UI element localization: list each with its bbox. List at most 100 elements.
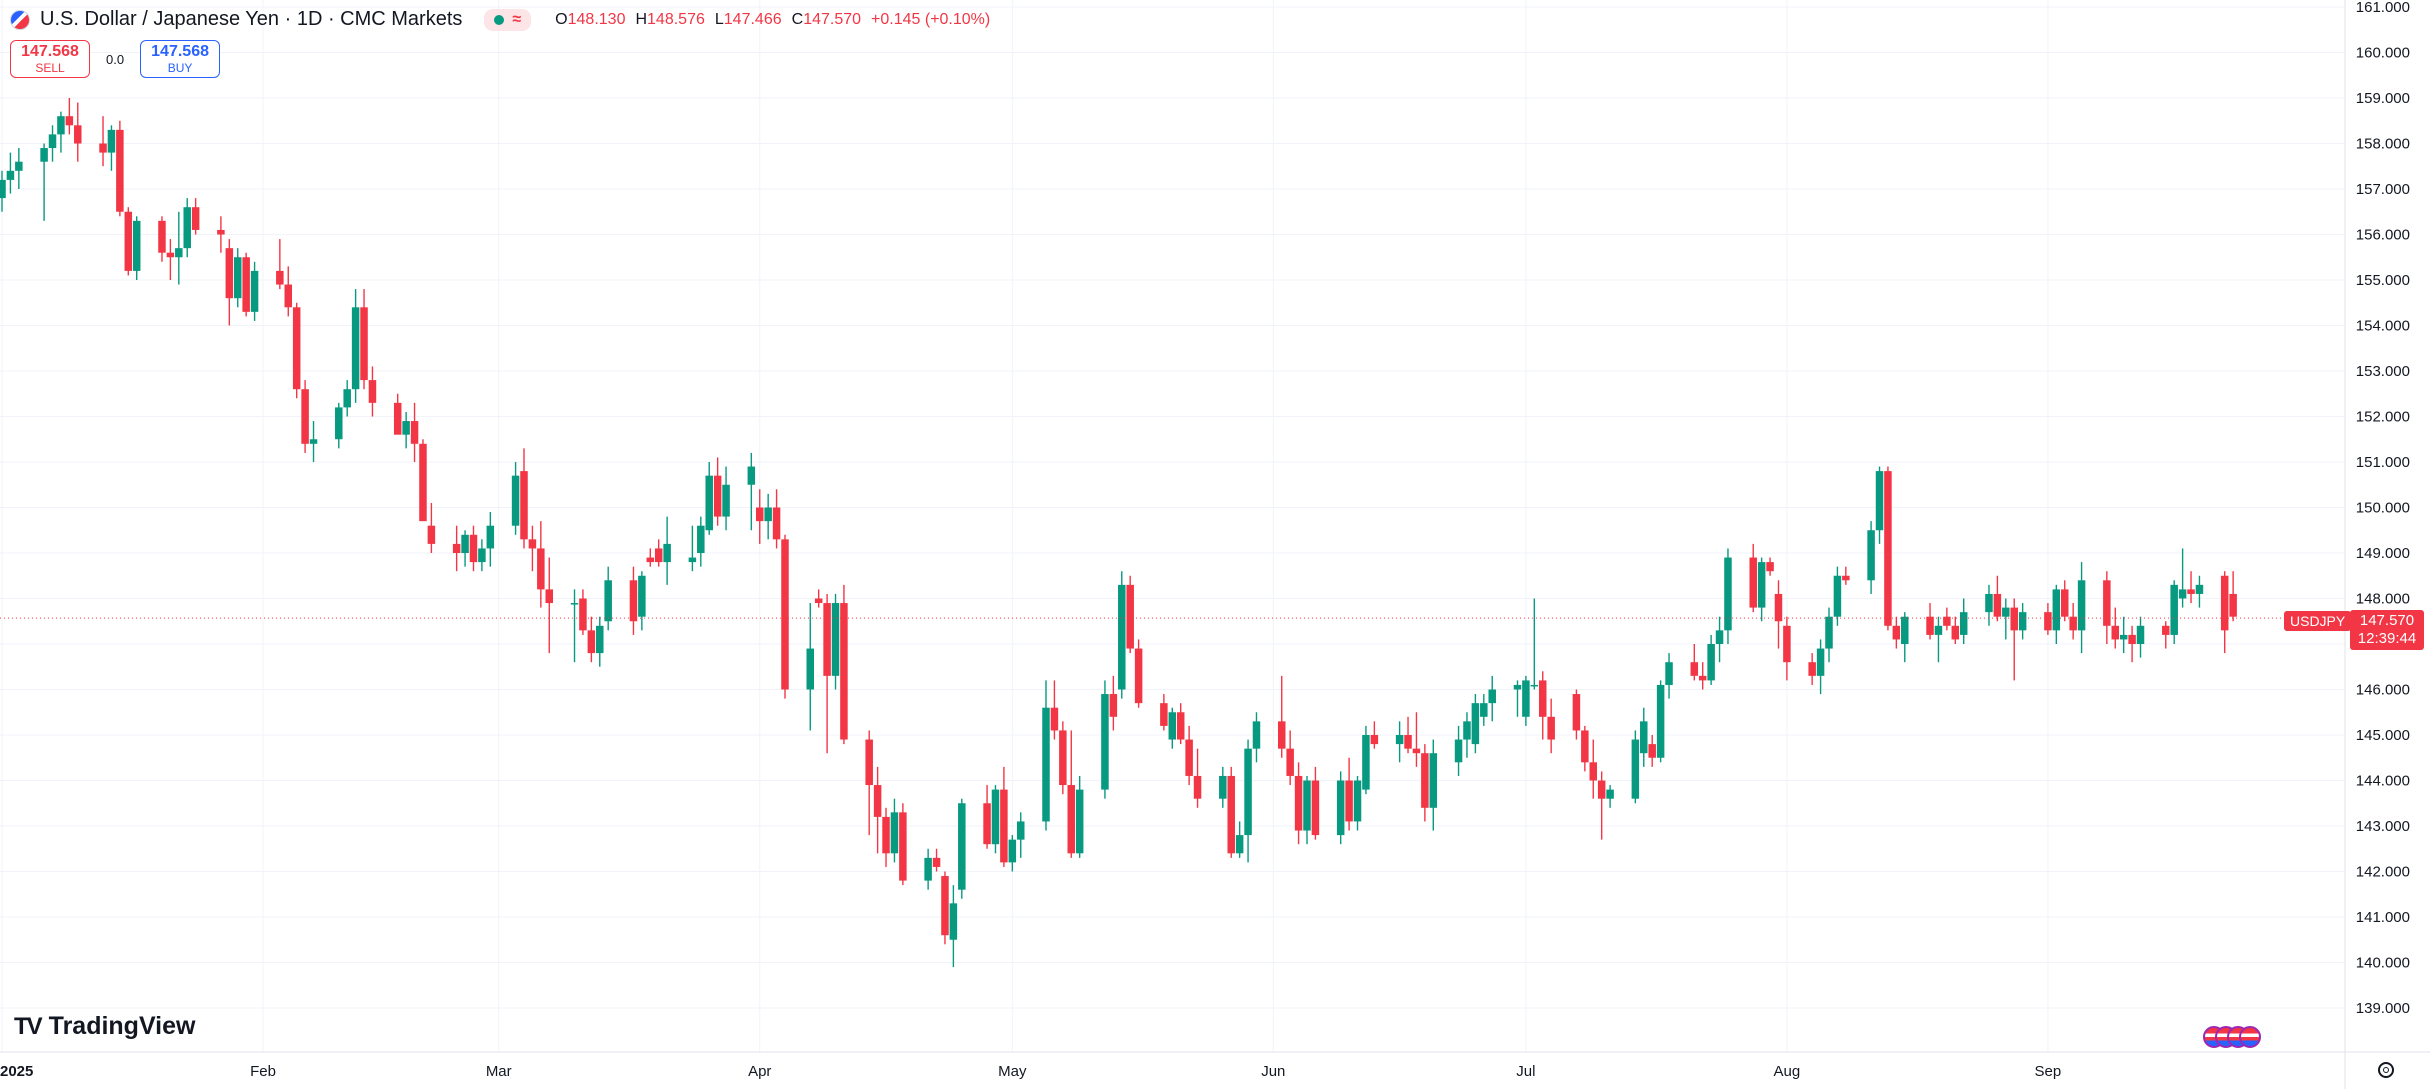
candle-body [116, 129, 124, 212]
candle-body [1993, 593, 2002, 617]
candle-body [1783, 625, 1791, 663]
candle [1993, 575, 2002, 622]
candle [1959, 598, 1968, 644]
candle-body [1766, 562, 1774, 572]
candle [713, 457, 722, 526]
candle-body [427, 525, 436, 544]
settings-icon[interactable] [2378, 1062, 2394, 1078]
candle-body [2187, 589, 2195, 594]
candle [166, 239, 175, 280]
candle-body [537, 548, 545, 590]
low-label: L [714, 10, 724, 28]
candle [1134, 639, 1143, 708]
candle [175, 211, 183, 285]
candle-body [806, 648, 815, 690]
candle [284, 266, 293, 317]
candle [1311, 766, 1320, 840]
candle-body [1235, 835, 1244, 854]
candle-body [1631, 739, 1640, 799]
buy-price: 147.568 [151, 43, 209, 60]
candle-body [1016, 821, 1025, 840]
candle-body [292, 307, 301, 390]
candle-body [1985, 593, 1993, 613]
candle [1126, 575, 1134, 654]
candle [1252, 712, 1261, 763]
usd-flag-icon [10, 9, 30, 30]
candle-body [1000, 789, 1008, 863]
ohlc-values: O148.130 H148.576 L147.466 C147.570 +0.1… [555, 11, 990, 29]
candle-body [1488, 689, 1496, 704]
candle-body [983, 803, 991, 845]
candle-body [1185, 739, 1193, 776]
logo-text: TradingView [48, 1012, 196, 1040]
candle-body [124, 211, 133, 271]
candle [0, 170, 6, 212]
buy-button[interactable]: 147.568 BUY [140, 40, 221, 78]
sell-price: 147.568 [21, 43, 79, 60]
candle-body [2002, 607, 2010, 617]
candle [596, 616, 604, 667]
candle [1926, 603, 1934, 640]
candle-body [2069, 616, 2077, 631]
candle [1185, 725, 1193, 786]
candle [865, 730, 873, 836]
candle [292, 302, 301, 399]
time-tick-label: Mar [486, 1063, 512, 1080]
price-tick-label: 151.000 [2356, 454, 2410, 471]
candle [478, 539, 486, 572]
sell-button[interactable]: 147.568 SELL [10, 40, 90, 78]
candle [2077, 562, 2086, 654]
tradingview-logo[interactable]: TV TradingView [14, 1012, 195, 1041]
candle [158, 216, 166, 262]
candle [747, 452, 756, 531]
price-tick-label: 145.000 [2356, 727, 2410, 744]
candle [2002, 598, 2010, 640]
chart-header: U.S. Dollar / Japanese Yen · 1D · CMC Ma… [10, 8, 990, 31]
candle [1075, 775, 1084, 858]
candle-body [1277, 721, 1286, 749]
candle-body [183, 207, 191, 249]
candle [873, 766, 882, 854]
candle [579, 589, 587, 635]
bar-countdown: 12:39:44 [2357, 630, 2417, 647]
economic-events[interactable] [2203, 1026, 2261, 1048]
candle-body [2103, 580, 2111, 626]
candle-body [1901, 616, 1909, 644]
candle-body [1345, 780, 1353, 822]
candle-body [528, 539, 537, 549]
us-event-icon[interactable] [2239, 1026, 2261, 1048]
candle [1000, 766, 1008, 867]
candle [991, 785, 1000, 854]
candle-body [520, 471, 528, 540]
time-tick-label: Jul [1516, 1063, 1535, 1080]
candle-body [1193, 775, 1202, 799]
candle [831, 593, 840, 690]
price-tick-label: 161.000 [2356, 0, 2410, 16]
price-tick-label: 160.000 [2356, 45, 2410, 62]
candle [755, 489, 764, 544]
change-value: +0.145 (+0.10%) [871, 10, 991, 28]
candle-body [932, 857, 941, 867]
candle [1724, 548, 1732, 644]
price-tick-label: 156.000 [2356, 227, 2410, 244]
candle [1757, 557, 1766, 622]
candle-body [2018, 612, 2027, 631]
symbol-title[interactable]: U.S. Dollar / Japanese Yen · 1D · CMC Ma… [40, 8, 463, 30]
candle-body [335, 407, 343, 440]
candle [2136, 616, 2145, 658]
candle [191, 198, 200, 235]
price-tick-label: 139.000 [2356, 1000, 2410, 1017]
candle [2018, 603, 2027, 640]
candle [124, 207, 133, 276]
candle-body [368, 380, 377, 403]
candle [2170, 580, 2178, 644]
market-status-pill[interactable]: ≈ [484, 8, 532, 31]
candle [301, 380, 309, 453]
price-tick-label: 158.000 [2356, 136, 2410, 153]
candle-body [360, 307, 368, 381]
candle-body [587, 630, 596, 654]
candle [1429, 739, 1438, 831]
candle [1597, 771, 1606, 840]
candle-body [1589, 762, 1598, 781]
